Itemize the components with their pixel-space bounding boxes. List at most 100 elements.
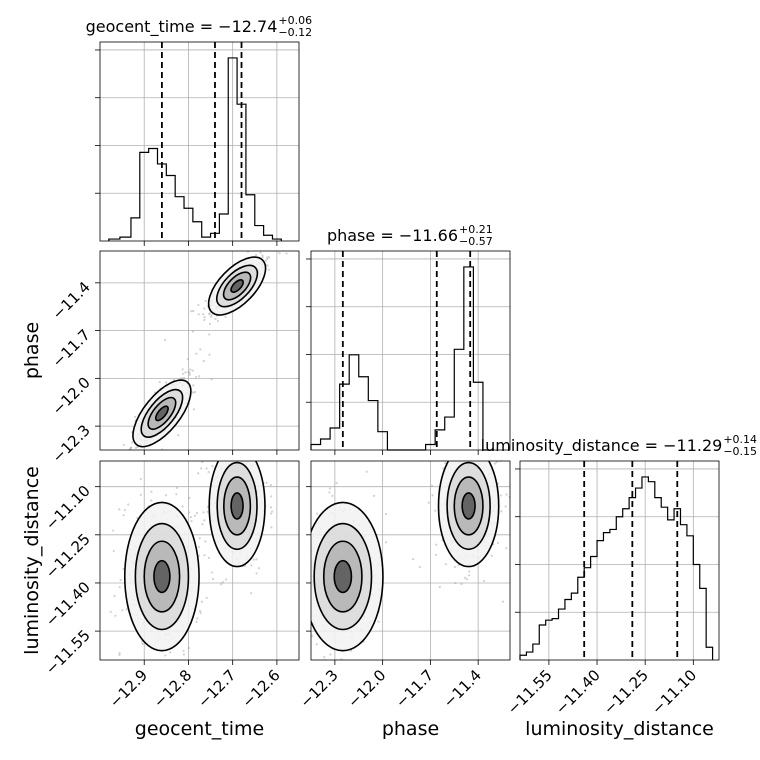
sample-point (203, 318, 206, 322)
sample-point (266, 256, 269, 259)
sample-point (177, 434, 180, 437)
sample-point (418, 566, 421, 569)
sample-point (118, 653, 121, 657)
sample-point (302, 543, 304, 545)
sample-point (195, 352, 198, 355)
sample-point (195, 620, 198, 623)
sample-point (315, 643, 318, 646)
contour-line (222, 271, 252, 301)
sample-point (138, 453, 140, 455)
sample-point (141, 458, 143, 460)
density-level (462, 492, 476, 519)
sample-point (469, 455, 471, 457)
sample-point (305, 587, 307, 589)
sample-point (292, 573, 294, 575)
sample-point (124, 452, 126, 454)
contour-line (216, 461, 258, 551)
title-superscript: +0.21 (459, 223, 493, 236)
sample-point (124, 450, 126, 452)
sample-point (201, 461, 204, 464)
sample-point (308, 573, 310, 575)
sample-point (450, 435, 452, 437)
sample-point (200, 467, 203, 470)
sample-point (505, 493, 508, 496)
sample-point (271, 661, 273, 663)
x-tick-label-luminosity_distance: −11.55 (504, 666, 556, 718)
sample-point (150, 499, 153, 502)
sample-point (206, 510, 209, 513)
panel-frame (99, 460, 300, 661)
sample-point (290, 536, 292, 538)
sample-point (205, 596, 208, 600)
sample-point (165, 665, 167, 667)
sample-point (267, 268, 271, 271)
density-level (334, 560, 352, 593)
sample-point (186, 357, 189, 361)
sample-point (123, 455, 125, 457)
sample-point (122, 443, 125, 447)
contour-line (134, 522, 190, 631)
sample-point (384, 541, 388, 544)
sample-point (127, 503, 130, 506)
sample-point (160, 448, 164, 450)
sample-point (240, 453, 242, 455)
sample-point (202, 511, 205, 514)
sample-point (278, 252, 281, 255)
x-tick-label-geocent_time: −12.9 (106, 666, 151, 711)
sample-point (181, 505, 184, 508)
sample-point (372, 494, 376, 497)
sample-point (269, 506, 273, 509)
sample-point (246, 251, 250, 253)
panel-title-geocent_time: geocent_time = −12.74 +0.06−0.12 (86, 14, 313, 39)
sample-point (323, 656, 326, 659)
sample-point (182, 649, 185, 652)
sample-point (203, 307, 206, 310)
sample-point (225, 452, 227, 454)
sample-point (203, 554, 206, 557)
sample-point (442, 467, 445, 470)
sample-point (495, 458, 497, 460)
sample-point (271, 510, 274, 513)
sample-point (259, 251, 262, 254)
sample-point (465, 578, 468, 581)
sample-point (515, 508, 517, 510)
x-tick-label-luminosity_distance: −11.10 (648, 666, 700, 718)
sample-point (261, 254, 264, 257)
contour-line (446, 461, 491, 551)
title-subscript: −0.12 (278, 26, 312, 39)
sample-point (365, 470, 368, 473)
sample-point (468, 574, 471, 577)
histogram-step (519, 476, 714, 660)
sample-point (224, 448, 226, 450)
sample-point (356, 669, 358, 671)
panel-title-luminosity_distance: luminosity_distance = −11.29 +0.14−0.15 (481, 433, 757, 458)
sample-point (205, 467, 208, 470)
histogram-step (108, 57, 282, 241)
sample-point (501, 600, 504, 603)
sample-point (210, 378, 213, 381)
sample-point (434, 553, 438, 556)
sample-point (219, 446, 221, 448)
sample-point (203, 316, 206, 319)
sample-point (453, 565, 457, 569)
sample-point (462, 442, 464, 444)
sample-point (303, 581, 305, 583)
sample-point (197, 313, 200, 316)
sample-point (229, 447, 231, 449)
sample-point (438, 585, 441, 589)
sample-point (236, 451, 238, 453)
sample-point (264, 259, 267, 262)
sample-point (266, 257, 269, 260)
sample-point (257, 567, 261, 570)
sample-point (164, 654, 167, 657)
sample-point (308, 603, 310, 605)
contour-line (311, 501, 384, 652)
sample-point (199, 611, 202, 615)
sample-point (328, 491, 331, 494)
sample-point (207, 471, 210, 474)
sample-point (210, 314, 213, 317)
sample-point (123, 509, 127, 512)
sample-point (427, 501, 430, 504)
sample-point (191, 369, 194, 372)
sample-point (434, 509, 437, 512)
